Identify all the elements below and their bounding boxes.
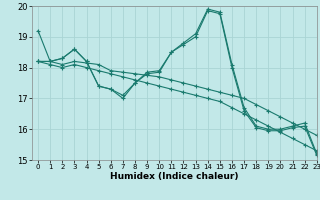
X-axis label: Humidex (Indice chaleur): Humidex (Indice chaleur) xyxy=(110,172,239,181)
